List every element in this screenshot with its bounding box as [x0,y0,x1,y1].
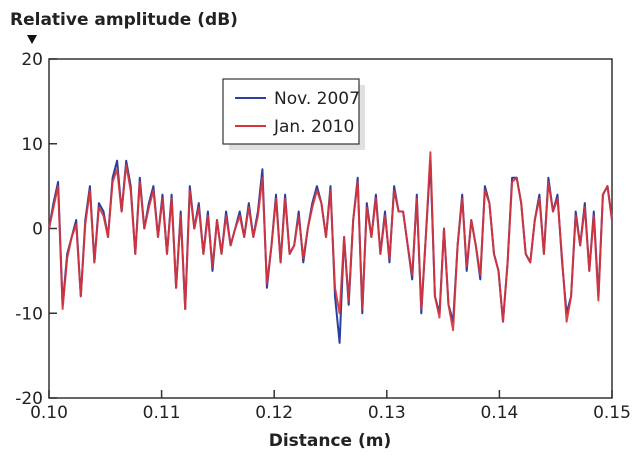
y-axis-arrow-icon [27,35,37,44]
y-tick-label: 0 [32,220,43,240]
legend: Nov. 2007 Jan. 2010 [222,78,365,150]
x-tick-label: 0.14 [480,403,518,423]
x-tick-label: 0.12 [255,403,293,423]
x-tick-label: 0.13 [368,403,406,423]
x-tick-label: 0.11 [143,403,181,423]
legend-box [222,78,360,145]
x-tick-label: 0.15 [593,403,631,423]
y-tick-label: -20 [15,389,43,409]
x-axis-title: Distance (m) [269,431,392,451]
y-tick-label: -10 [15,304,43,324]
y-tick-label: 10 [21,135,43,155]
legend-label-jan-2010: Jan. 2010 [273,117,354,137]
x-tick-label: 0.10 [30,403,68,423]
y-axis-title: Relative amplitude (dB) [10,10,238,30]
y-tick-label: 20 [21,50,43,70]
legend-label-nov-2007: Nov. 2007 [274,89,360,109]
series-line-nov-2007 [48,159,613,344]
series-line-jan-2010 [48,151,613,332]
